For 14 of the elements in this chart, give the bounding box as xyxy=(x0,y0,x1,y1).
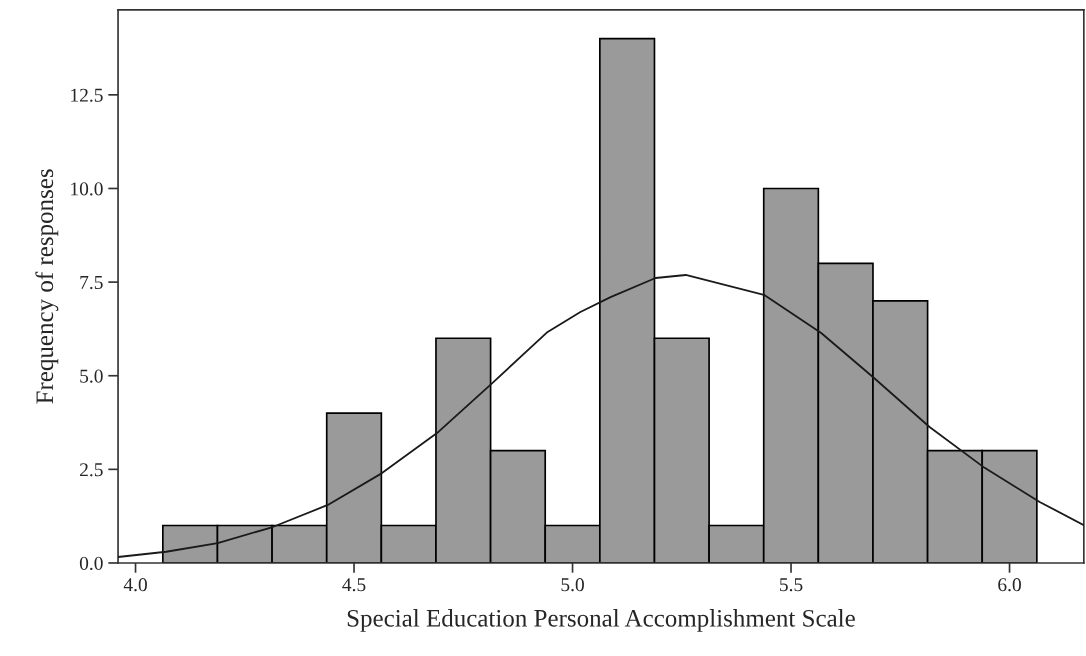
y-axis-title: Frequency of responses xyxy=(35,169,59,404)
x-tick-label: 5.5 xyxy=(780,578,803,592)
y-tick-label: 10.0 xyxy=(71,182,103,196)
x-tick-label: 4.0 xyxy=(123,578,147,592)
x-tick-label: 4.5 xyxy=(342,578,366,592)
y-tick-label: 0.0 xyxy=(79,556,103,570)
x-axis-title: Special Education Personal Accomplishment Scale xyxy=(347,609,855,632)
y-tick-label: 12.5 xyxy=(71,88,103,102)
x-tick-label: 5.0 xyxy=(561,578,584,592)
line-series xyxy=(118,274,1084,558)
y-tick-label: 5.0 xyxy=(80,369,103,383)
x-tick-label: 6.0 xyxy=(998,578,1021,592)
y-tick-label: 2.5 xyxy=(80,463,103,477)
y-tick-label: 7.5 xyxy=(80,276,103,290)
